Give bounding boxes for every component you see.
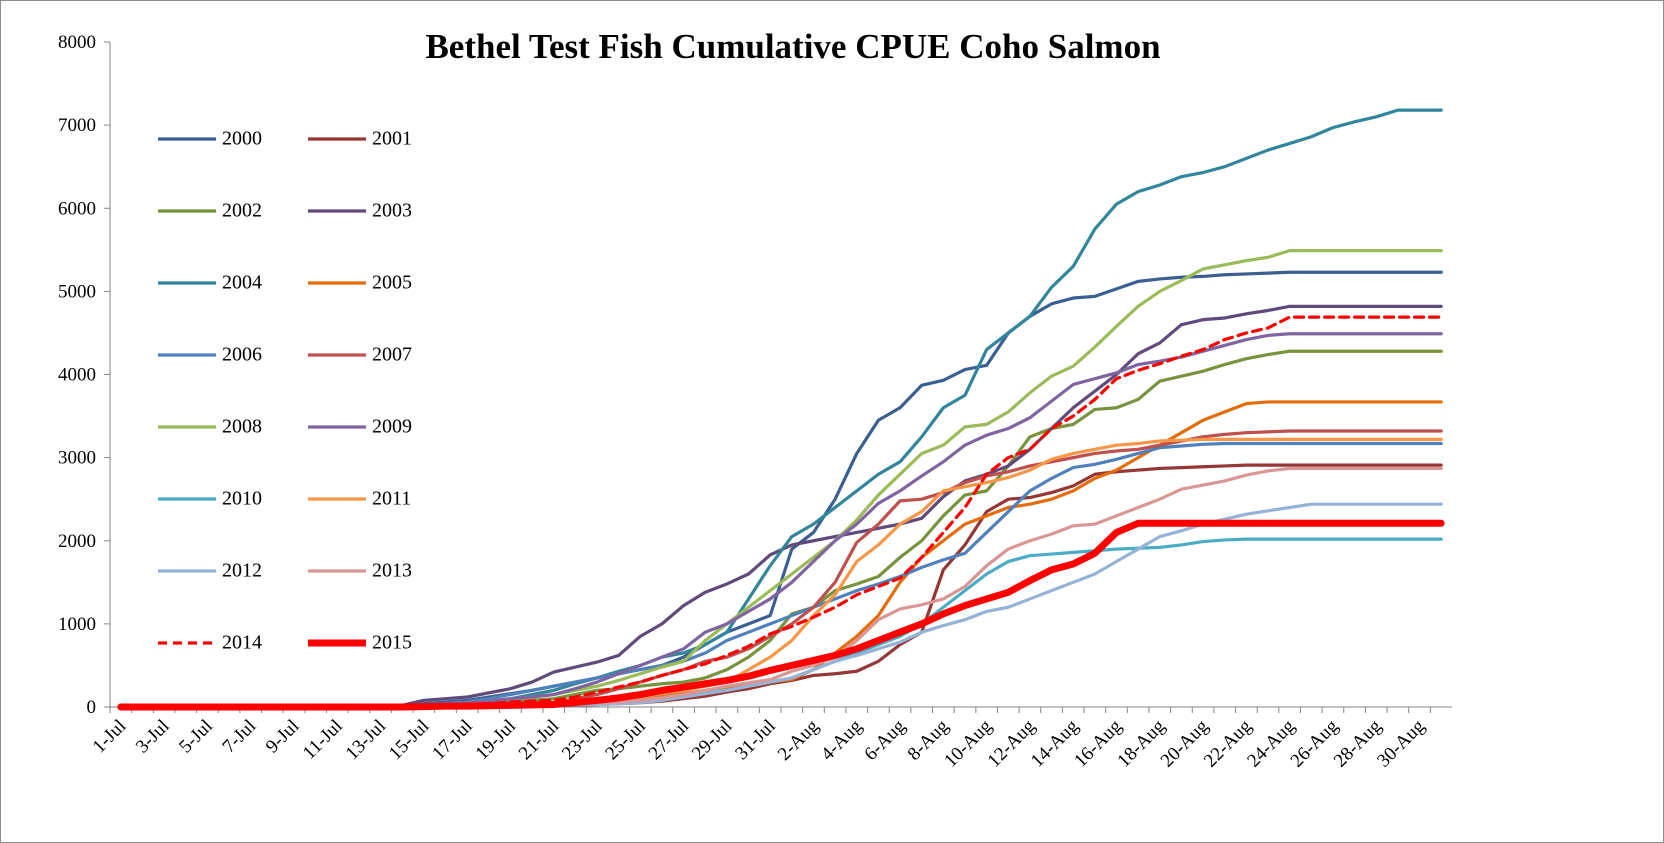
legend-label: 2013 — [372, 560, 412, 582]
y-tick-label: 2000 — [58, 531, 96, 552]
y-tick-label: 7000 — [58, 115, 96, 136]
y-tick-label: 8000 — [58, 32, 96, 53]
y-tick-label: 0 — [87, 697, 97, 718]
legend-label: 2006 — [222, 344, 262, 366]
y-tick-label: 1000 — [58, 614, 96, 635]
y-tick-label: 3000 — [58, 448, 96, 469]
legend-label: 2005 — [372, 272, 412, 294]
legend-label: 2000 — [222, 128, 262, 150]
legend-label: 2003 — [372, 200, 412, 222]
y-tick-label: 4000 — [58, 365, 96, 386]
legend-label: 2008 — [222, 416, 262, 438]
legend-label: 2012 — [222, 560, 262, 582]
legend-label: 2001 — [372, 128, 412, 150]
legend-label: 2009 — [372, 416, 412, 438]
legend-label: 2007 — [372, 344, 412, 366]
y-tick-label: 5000 — [58, 281, 96, 302]
legend-label: 2004 — [222, 272, 262, 294]
y-tick-label: 6000 — [58, 198, 96, 219]
series-line — [117, 519, 1445, 711]
legend-label: 2002 — [222, 200, 262, 222]
legend-label: 2010 — [222, 488, 262, 510]
chart-title: Bethel Test Fish Cumulative CPUE Coho Sa… — [425, 27, 1160, 66]
legend-label: 2015 — [372, 632, 412, 654]
legend-label: 2011 — [372, 488, 411, 510]
legend-label: 2014 — [222, 632, 262, 654]
